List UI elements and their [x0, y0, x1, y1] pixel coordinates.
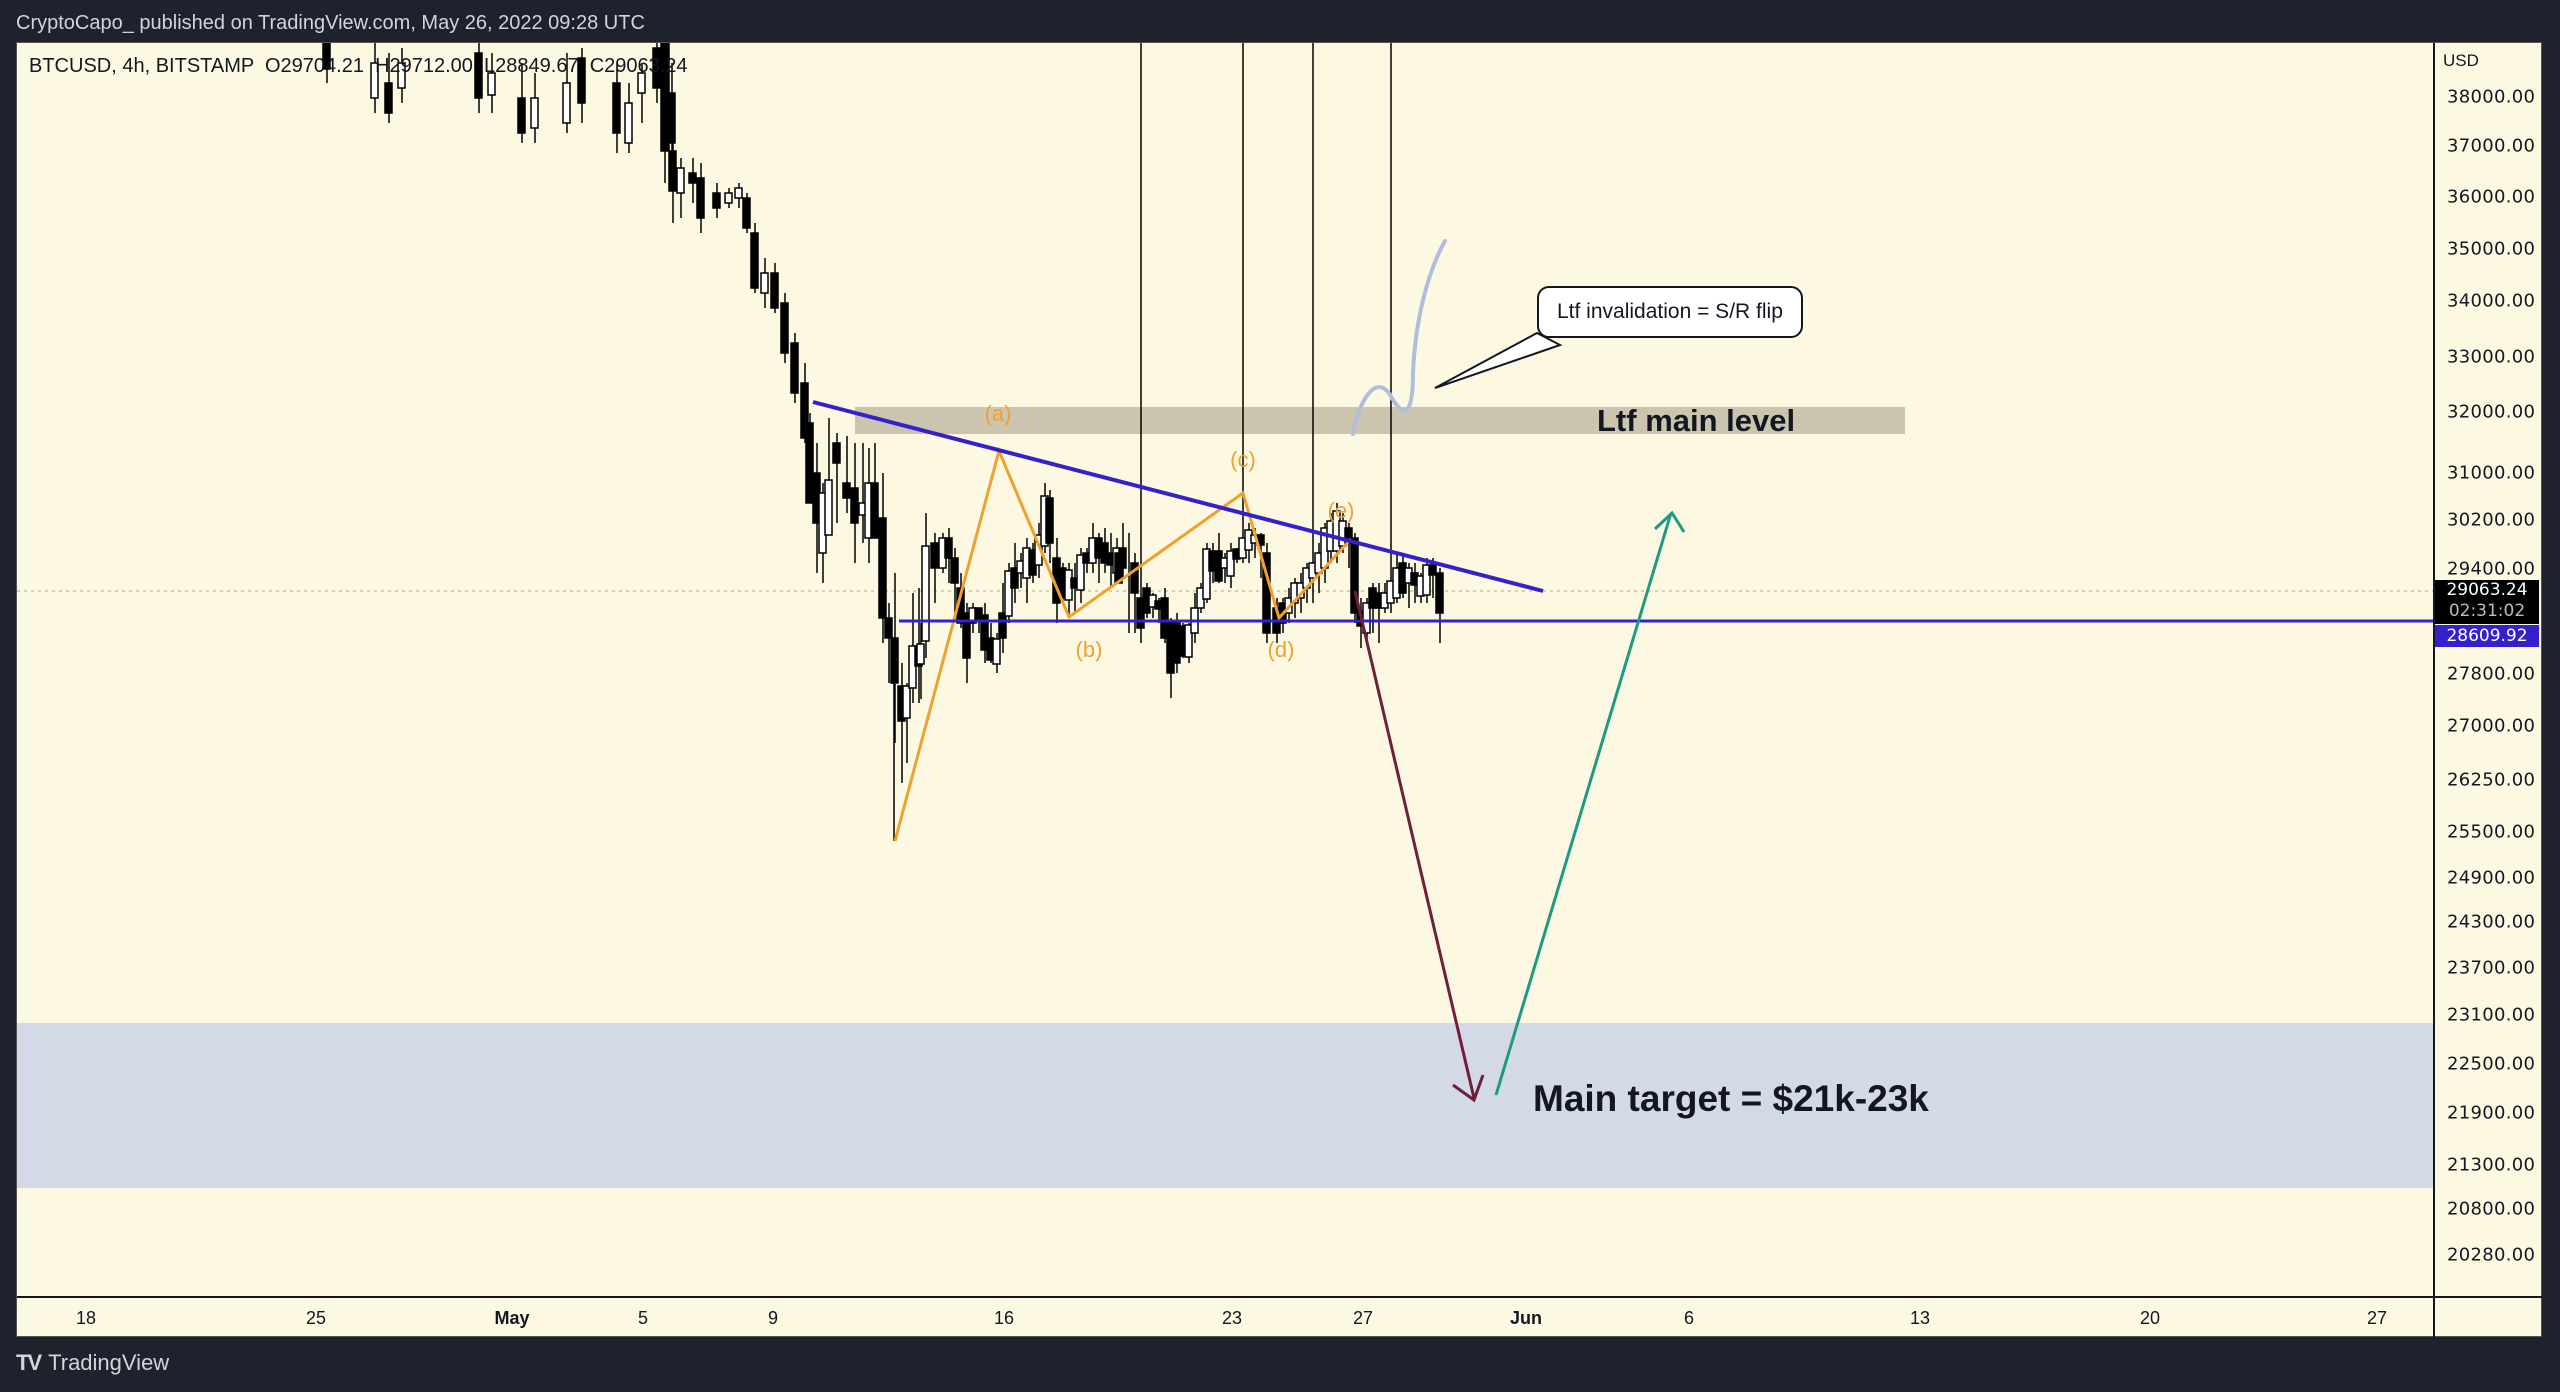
- bear-arrow-line: [1353, 590, 1476, 1099]
- price-axis[interactable]: USD 38000.00 37000.00 36000.00 35000.00 …: [2433, 43, 2543, 1296]
- time-tick: 16: [993, 1308, 1015, 1328]
- bar-countdown: 02:31:02: [2448, 601, 2526, 621]
- chart-plot-area[interactable]: BTCUSD, 4h, BITSTAMP O29704.21 H29712.00…: [17, 43, 2433, 1296]
- time-tick: 20: [2139, 1308, 2161, 1328]
- bear-arrowhead: [1452, 1074, 1485, 1103]
- wave-label-b: (b): [1075, 637, 1103, 662]
- candles: [322, 43, 1444, 841]
- price-tick: 24300.00: [2447, 911, 2536, 933]
- price-tick: 32000.00: [2447, 401, 2536, 423]
- time-tick-month: Jun: [1509, 1308, 1543, 1328]
- price-tick: 33000.00: [2447, 346, 2536, 368]
- price-tick: 36000.00: [2447, 186, 2536, 208]
- wave-label-e: (e): [1327, 498, 1355, 523]
- price-tick: 38000.00: [2447, 86, 2536, 108]
- time-tick: 5: [637, 1308, 649, 1328]
- currency-label: USD: [2443, 51, 2479, 70]
- price-tick: 22500.00: [2447, 1053, 2536, 1075]
- time-tick: 27: [2366, 1308, 2388, 1328]
- price-tick: 20800.00: [2447, 1198, 2536, 1220]
- time-tick: 25: [305, 1308, 327, 1328]
- chart-canvas[interactable]: [17, 43, 2433, 1296]
- time-tick: 6: [1683, 1308, 1695, 1328]
- tradingview-brand-text: TradingView: [48, 1350, 170, 1375]
- ltf-main-level-label: Ltf main level: [1597, 403, 1796, 438]
- symbol-legend: BTCUSD, 4h, BITSTAMP O29704.21 H29712.00…: [29, 55, 688, 77]
- price-tick: 30200.00: [2447, 509, 2536, 531]
- price-tick: 34000.00: [2447, 290, 2536, 312]
- price-tick: 21900.00: [2447, 1102, 2536, 1124]
- target-zone: [17, 1023, 2433, 1188]
- time-tick: 23: [1221, 1308, 1243, 1328]
- chart-frame[interactable]: BTCUSD, 4h, BITSTAMP O29704.21 H29712.00…: [16, 42, 2543, 1338]
- bull-arrowhead: [1653, 510, 1686, 533]
- last-price-badge: 29063.24 02:31:02: [2435, 580, 2539, 624]
- axis-corner: [2433, 1296, 2543, 1338]
- price-tick: 26250.00: [2447, 769, 2536, 791]
- publish-title: CryptoCapo_ published on TradingView.com…: [16, 12, 645, 34]
- footer-brand[interactable]: TV TradingView: [16, 1350, 169, 1376]
- price-tick: 29400.00: [2447, 558, 2536, 580]
- price-tick: 27800.00: [2447, 663, 2536, 685]
- price-tick: 21300.00: [2447, 1154, 2536, 1176]
- price-tick: 24900.00: [2447, 867, 2536, 889]
- wave-label-a: (a): [984, 401, 1012, 426]
- price-tick: 20280.00: [2447, 1244, 2536, 1266]
- time-tick: 9: [767, 1308, 779, 1328]
- bull-arrow-line: [1494, 512, 1673, 1096]
- support-price-badge: 28609.92: [2435, 625, 2539, 647]
- price-tick: 31000.00: [2447, 462, 2536, 484]
- time-tick: 13: [1909, 1308, 1931, 1328]
- price-tick: 27000.00: [2447, 715, 2536, 737]
- time-tick-month: May: [494, 1308, 530, 1328]
- price-tick: 25500.00: [2447, 821, 2536, 843]
- wave-label-c: (c): [1230, 447, 1256, 472]
- invalidation-callout[interactable]: Ltf invalidation = S/R flip: [1537, 286, 1803, 338]
- time-tick: 27: [1352, 1308, 1374, 1328]
- price-tick: 37000.00: [2447, 135, 2536, 157]
- last-price-value: 29063.24: [2446, 580, 2528, 600]
- wave-label-d: (d): [1267, 637, 1295, 662]
- main-target-label: Main target = $21k-23k: [1533, 1078, 1929, 1119]
- publish-header: CryptoCapo_ published on TradingView.com…: [0, 0, 2560, 42]
- price-tick: 23100.00: [2447, 1004, 2536, 1026]
- ltf-main-level-zone: [855, 407, 1905, 434]
- callout-pointer: [1434, 331, 1563, 389]
- price-tick: 23700.00: [2447, 957, 2536, 979]
- price-tick: 35000.00: [2447, 238, 2536, 260]
- wave-path: [893, 446, 1353, 842]
- triangle-upper-line: [812, 400, 1544, 593]
- tradingview-logo-icon: TV: [16, 1350, 42, 1375]
- time-tick: 18: [75, 1308, 97, 1328]
- time-axis[interactable]: 18 25 May 5 9 16 23 27 Jun 6 13 20 27: [17, 1296, 2433, 1338]
- squiggle-path: [1351, 239, 1447, 436]
